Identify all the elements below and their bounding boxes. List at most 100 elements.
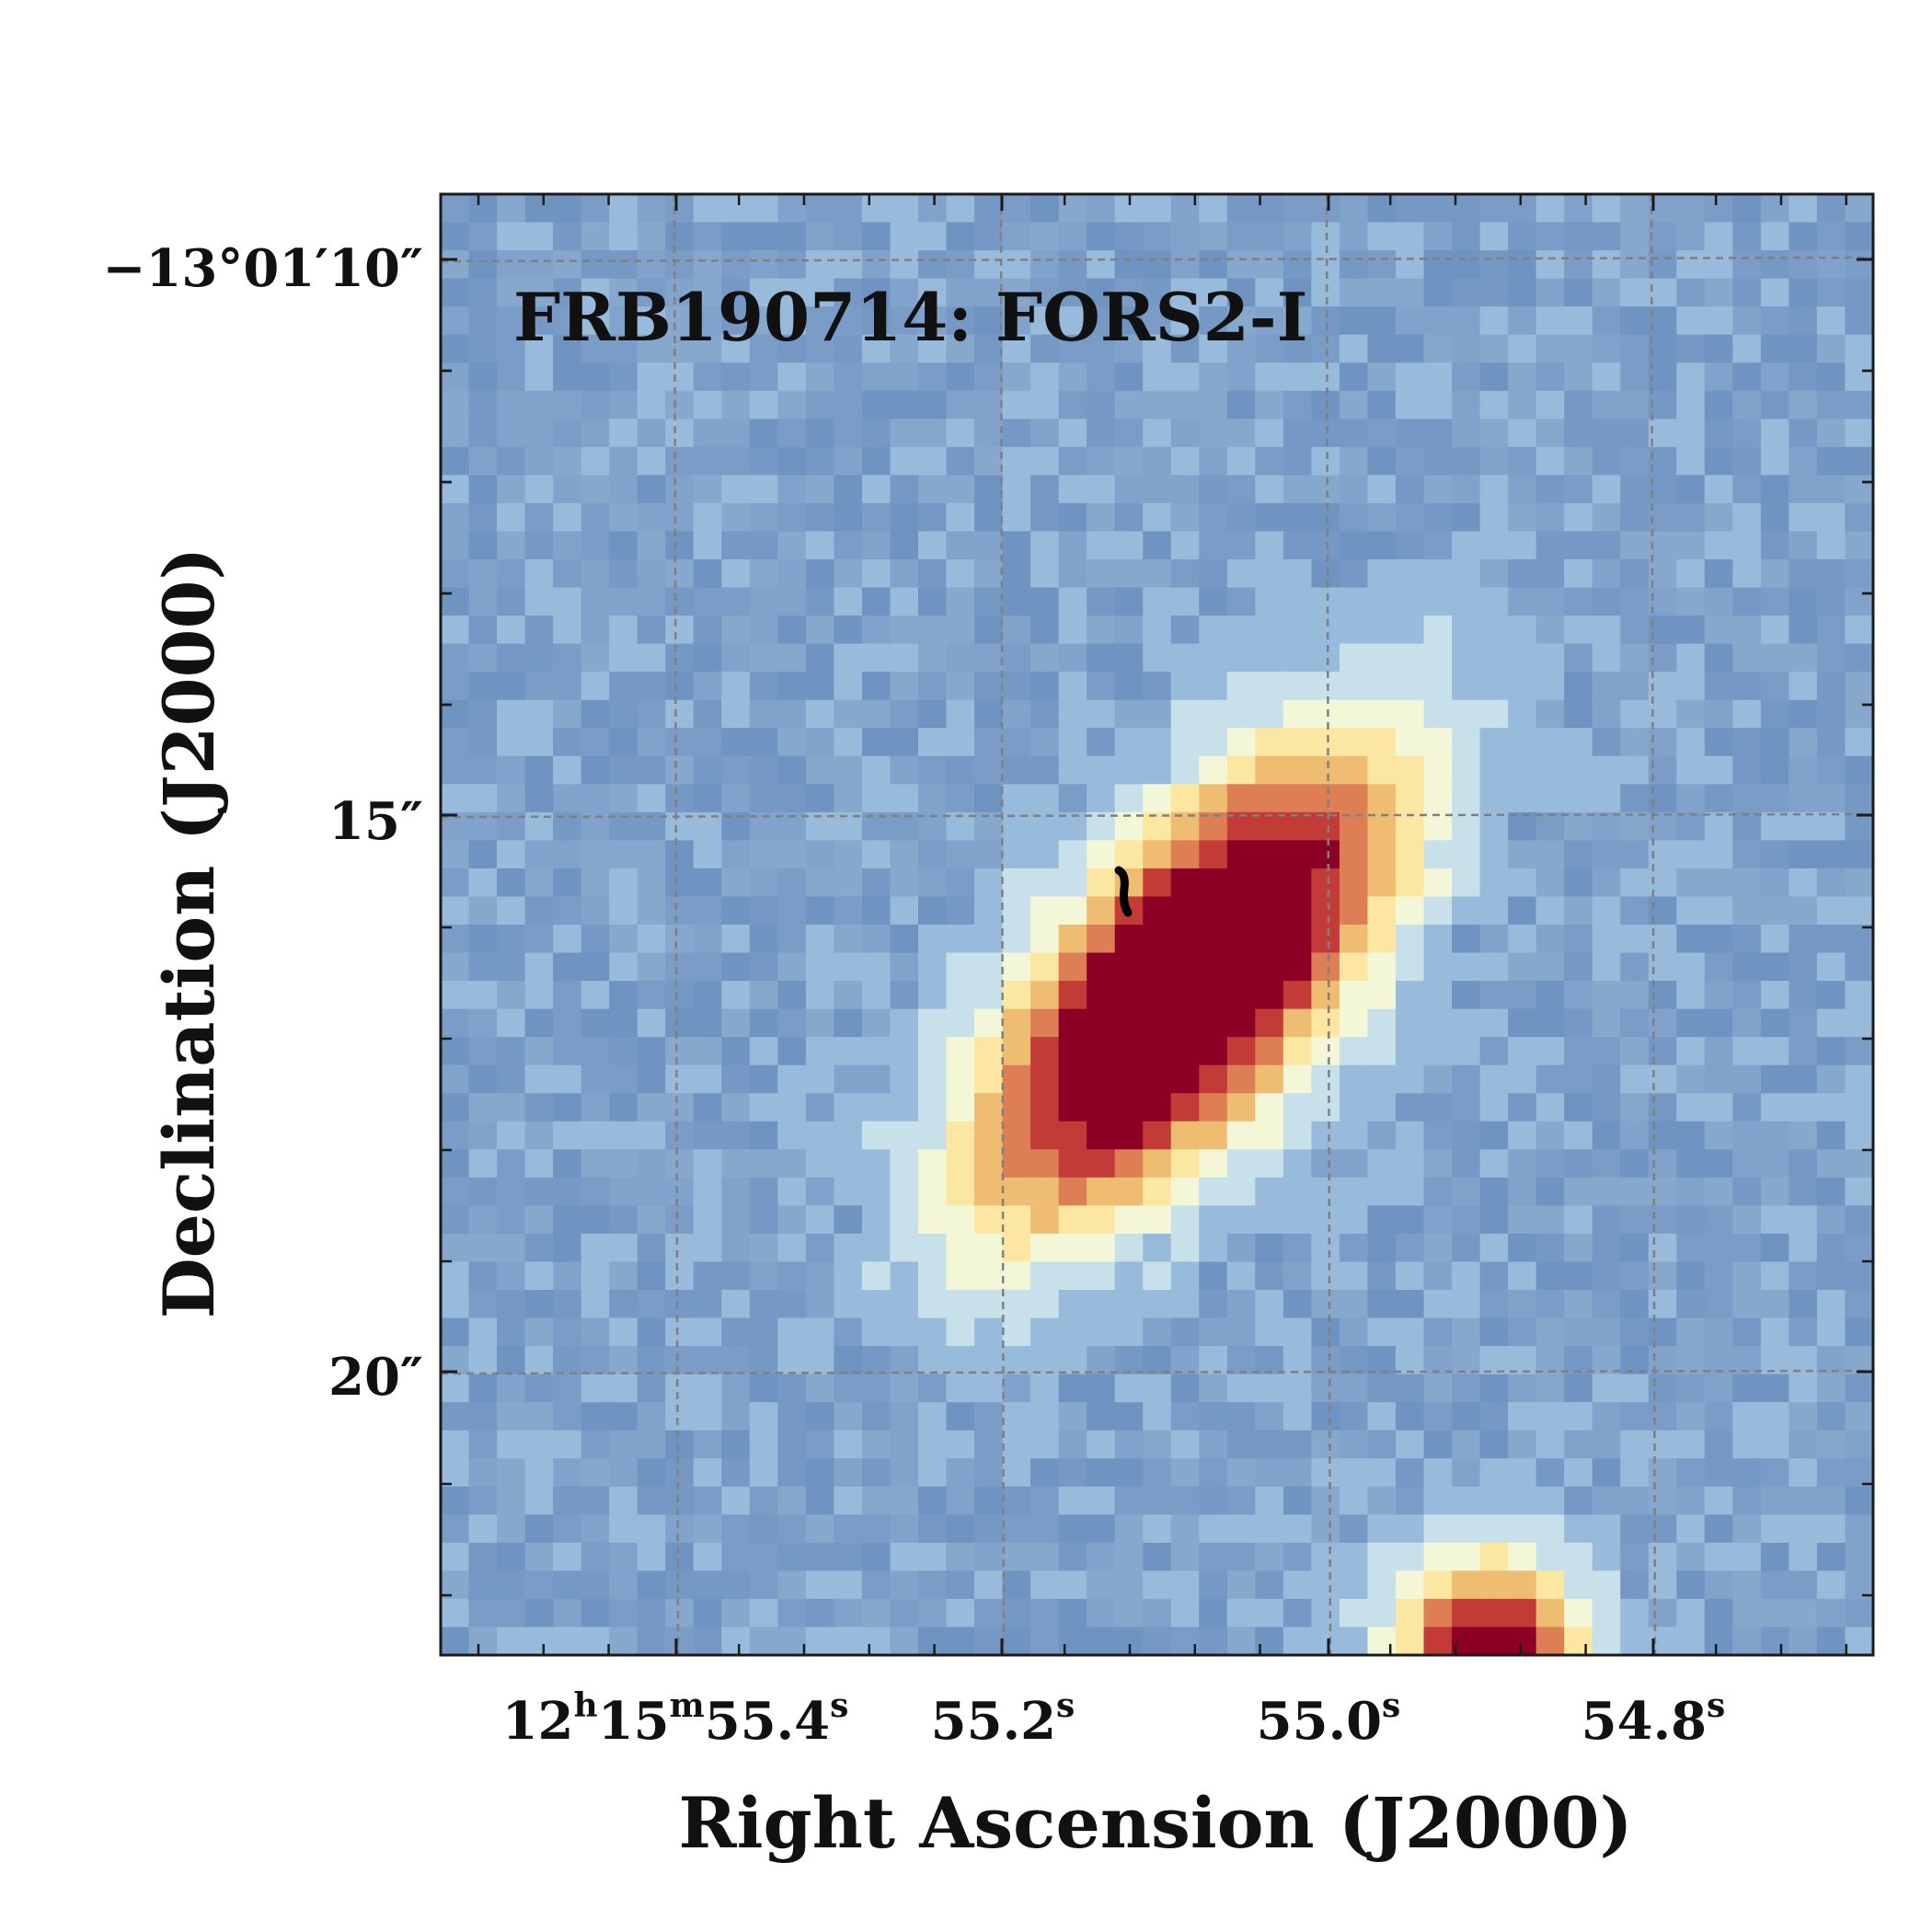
image-pixel bbox=[1367, 952, 1397, 982]
image-pixel bbox=[1676, 306, 1706, 336]
image-pixel bbox=[749, 587, 778, 616]
image-pixel bbox=[1087, 222, 1116, 251]
image-pixel bbox=[1592, 699, 1621, 729]
image-pixel bbox=[441, 1008, 470, 1038]
image-pixel bbox=[1058, 1317, 1087, 1347]
image-pixel bbox=[1226, 615, 1256, 645]
image-pixel bbox=[468, 531, 498, 560]
image-pixel bbox=[1845, 615, 1874, 645]
image-pixel bbox=[1564, 1121, 1593, 1150]
image-pixel bbox=[1592, 868, 1621, 898]
image-pixel bbox=[1199, 587, 1228, 616]
image-pixel bbox=[1114, 587, 1144, 616]
image-pixel bbox=[1423, 784, 1453, 813]
image-pixel bbox=[581, 1514, 610, 1544]
image-pixel bbox=[861, 1542, 891, 1571]
image-pixel bbox=[861, 419, 891, 448]
image-pixel bbox=[890, 1261, 919, 1291]
image-pixel bbox=[1620, 419, 1650, 448]
image-pixel bbox=[1704, 531, 1733, 560]
image-pixel bbox=[1367, 1317, 1397, 1347]
image-pixel bbox=[1508, 531, 1537, 560]
image-pixel bbox=[1564, 1064, 1593, 1094]
image-pixel bbox=[1816, 615, 1846, 645]
image-pixel bbox=[1002, 1261, 1031, 1291]
image-pixel bbox=[1788, 362, 1818, 392]
image-pixel bbox=[1002, 1177, 1031, 1206]
image-pixel bbox=[1535, 1570, 1565, 1600]
image-pixel bbox=[1676, 502, 1706, 533]
image-pixel bbox=[1170, 1402, 1200, 1432]
image-pixel bbox=[1620, 559, 1650, 589]
image-pixel bbox=[1226, 1598, 1256, 1628]
image-pixel bbox=[1676, 250, 1706, 280]
image-pixel bbox=[524, 334, 554, 363]
image-pixel bbox=[918, 250, 948, 280]
image-pixel bbox=[1143, 1233, 1172, 1263]
image-pixel bbox=[553, 1514, 582, 1544]
image-pixel bbox=[1704, 587, 1733, 616]
image-pixel bbox=[553, 222, 582, 251]
image-pixel bbox=[749, 362, 778, 392]
image-pixel bbox=[1535, 1064, 1565, 1094]
image-pixel bbox=[1339, 1317, 1369, 1347]
image-pixel bbox=[1002, 587, 1031, 616]
image-pixel bbox=[468, 868, 498, 898]
image-pixel bbox=[1282, 925, 1313, 954]
image-pixel bbox=[890, 1458, 919, 1488]
image-pixel bbox=[693, 278, 722, 307]
image-pixel bbox=[1760, 475, 1790, 504]
image-pixel bbox=[805, 446, 835, 476]
image-pixel bbox=[749, 840, 778, 869]
image-pixel bbox=[524, 1346, 554, 1375]
image-pixel bbox=[1367, 1205, 1397, 1235]
image-pixel bbox=[1845, 1064, 1874, 1094]
image-pixel bbox=[1030, 194, 1060, 224]
image-pixel bbox=[1535, 1093, 1565, 1122]
image-pixel bbox=[1170, 531, 1200, 560]
image-pixel bbox=[1396, 1121, 1425, 1150]
image-pixel bbox=[1704, 1570, 1733, 1600]
image-pixel bbox=[441, 1514, 470, 1544]
image-pixel bbox=[1170, 1177, 1200, 1206]
image-pixel bbox=[1339, 896, 1369, 926]
image-pixel bbox=[1087, 1598, 1116, 1628]
image-pixel bbox=[1030, 1374, 1060, 1403]
image-pixel bbox=[1396, 1177, 1425, 1206]
image-pixel bbox=[1760, 840, 1790, 869]
image-pixel bbox=[1564, 755, 1593, 785]
image-pixel bbox=[1002, 1121, 1031, 1150]
image-pixel bbox=[1199, 699, 1228, 729]
image-pixel bbox=[777, 250, 807, 280]
image-pixel bbox=[890, 475, 919, 504]
image-pixel bbox=[1199, 390, 1228, 420]
image-pixel bbox=[1760, 1290, 1790, 1319]
image-pixel bbox=[581, 699, 610, 729]
image-pixel bbox=[441, 1458, 470, 1488]
image-pixel bbox=[1087, 1149, 1116, 1179]
image-pixel bbox=[777, 643, 807, 673]
image-pixel bbox=[1620, 728, 1650, 757]
image-pixel bbox=[693, 1233, 722, 1263]
image-pixel bbox=[890, 868, 919, 898]
image-pixel bbox=[1452, 250, 1481, 280]
image-pixel bbox=[581, 390, 610, 420]
image-pixel bbox=[1535, 278, 1565, 307]
image-pixel bbox=[1535, 1598, 1565, 1628]
image-pixel bbox=[1255, 868, 1284, 898]
image-pixel bbox=[1620, 615, 1650, 645]
image-pixel bbox=[1845, 755, 1874, 785]
image-pixel bbox=[974, 390, 1004, 420]
image-pixel bbox=[834, 1205, 863, 1235]
image-pixel bbox=[890, 1093, 919, 1122]
image-pixel bbox=[468, 1290, 498, 1319]
image-pixel bbox=[1367, 1598, 1397, 1628]
image-pixel bbox=[581, 1233, 610, 1263]
image-pixel bbox=[1030, 840, 1060, 869]
image-pixel bbox=[1620, 250, 1650, 280]
image-pixel bbox=[1788, 868, 1818, 898]
image-pixel bbox=[1087, 925, 1116, 954]
image-pixel bbox=[1732, 1064, 1762, 1094]
image-pixel bbox=[1508, 1627, 1537, 1656]
image-pixel bbox=[805, 362, 835, 392]
